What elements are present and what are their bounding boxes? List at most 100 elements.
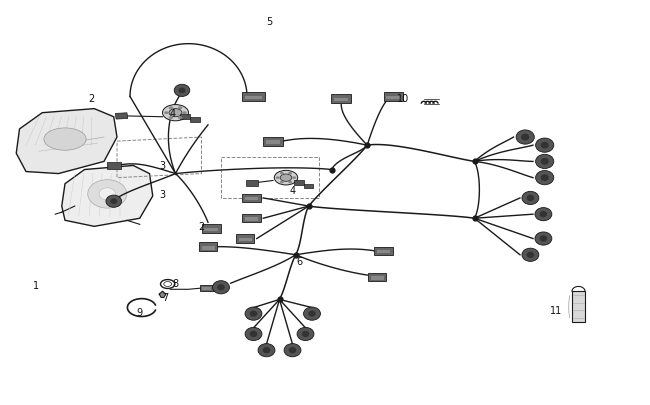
Ellipse shape <box>284 344 301 357</box>
Ellipse shape <box>308 311 316 317</box>
Ellipse shape <box>169 107 173 110</box>
Ellipse shape <box>288 173 292 175</box>
Ellipse shape <box>162 105 188 121</box>
Bar <box>368 273 386 281</box>
Text: 2: 2 <box>198 222 205 232</box>
Text: 4: 4 <box>289 185 296 195</box>
Ellipse shape <box>302 331 309 337</box>
Ellipse shape <box>280 175 292 182</box>
Bar <box>204 228 218 232</box>
Text: 1: 1 <box>32 281 39 290</box>
Ellipse shape <box>521 134 529 141</box>
Bar <box>377 250 390 254</box>
Ellipse shape <box>288 181 292 184</box>
Ellipse shape <box>44 128 86 151</box>
Bar <box>107 163 121 169</box>
Text: 9: 9 <box>136 307 143 317</box>
Ellipse shape <box>111 199 117 205</box>
Polygon shape <box>16 109 117 174</box>
Text: 6: 6 <box>296 256 302 266</box>
Ellipse shape <box>526 195 534 202</box>
Ellipse shape <box>178 107 182 110</box>
Bar <box>200 285 214 292</box>
Ellipse shape <box>99 188 116 200</box>
Ellipse shape <box>276 177 280 179</box>
Ellipse shape <box>522 192 539 205</box>
Bar <box>332 95 351 104</box>
Ellipse shape <box>526 252 534 258</box>
Bar <box>239 238 252 241</box>
Bar <box>245 218 258 221</box>
Ellipse shape <box>541 159 549 165</box>
Bar <box>202 288 211 290</box>
Ellipse shape <box>250 331 257 337</box>
Ellipse shape <box>164 112 169 115</box>
Ellipse shape <box>289 347 296 354</box>
Ellipse shape <box>536 171 554 185</box>
Ellipse shape <box>540 211 547 218</box>
Ellipse shape <box>516 130 534 145</box>
Ellipse shape <box>535 232 552 245</box>
Ellipse shape <box>245 328 262 341</box>
Bar <box>242 194 261 202</box>
Text: 10: 10 <box>397 94 409 104</box>
Bar <box>263 137 283 146</box>
Ellipse shape <box>280 181 284 184</box>
Bar <box>370 277 383 280</box>
Text: 3: 3 <box>159 190 166 199</box>
Bar <box>386 96 400 100</box>
Ellipse shape <box>179 88 185 94</box>
Bar <box>180 115 190 120</box>
Bar <box>115 113 128 120</box>
Ellipse shape <box>169 109 182 117</box>
Ellipse shape <box>263 347 270 354</box>
Text: 4: 4 <box>169 109 176 118</box>
Ellipse shape <box>540 236 547 242</box>
Ellipse shape <box>178 117 182 120</box>
Ellipse shape <box>541 175 549 181</box>
Ellipse shape <box>213 281 229 294</box>
Ellipse shape <box>304 307 320 320</box>
Ellipse shape <box>536 155 554 169</box>
Ellipse shape <box>182 112 187 115</box>
Text: 5: 5 <box>266 17 273 27</box>
Ellipse shape <box>169 117 173 120</box>
Ellipse shape <box>245 307 262 320</box>
Ellipse shape <box>217 284 225 291</box>
Ellipse shape <box>297 328 314 341</box>
Ellipse shape <box>292 177 296 179</box>
Text: 7: 7 <box>162 293 169 303</box>
Ellipse shape <box>280 173 284 175</box>
Ellipse shape <box>541 143 549 149</box>
Bar <box>202 246 214 250</box>
Polygon shape <box>572 292 585 322</box>
Ellipse shape <box>106 196 122 208</box>
Bar <box>244 96 263 100</box>
Bar <box>190 118 200 122</box>
Ellipse shape <box>535 208 552 221</box>
Bar <box>384 93 403 102</box>
Ellipse shape <box>536 139 554 153</box>
Text: 11: 11 <box>550 305 562 315</box>
Ellipse shape <box>88 180 127 209</box>
Ellipse shape <box>250 311 257 317</box>
Bar <box>242 215 261 223</box>
Bar <box>334 98 348 102</box>
Ellipse shape <box>274 171 298 185</box>
Bar <box>266 141 280 145</box>
Bar <box>294 181 304 185</box>
Bar <box>242 93 265 102</box>
Bar <box>236 235 254 243</box>
Bar <box>246 181 258 186</box>
Ellipse shape <box>174 85 190 97</box>
Ellipse shape <box>258 344 275 357</box>
Polygon shape <box>159 292 166 298</box>
Bar <box>202 224 221 233</box>
Text: 3: 3 <box>159 161 166 171</box>
Text: 8: 8 <box>172 279 179 288</box>
Bar <box>304 184 313 188</box>
Bar <box>374 247 393 255</box>
Ellipse shape <box>522 249 539 262</box>
Bar <box>199 243 217 252</box>
Bar <box>245 198 258 201</box>
